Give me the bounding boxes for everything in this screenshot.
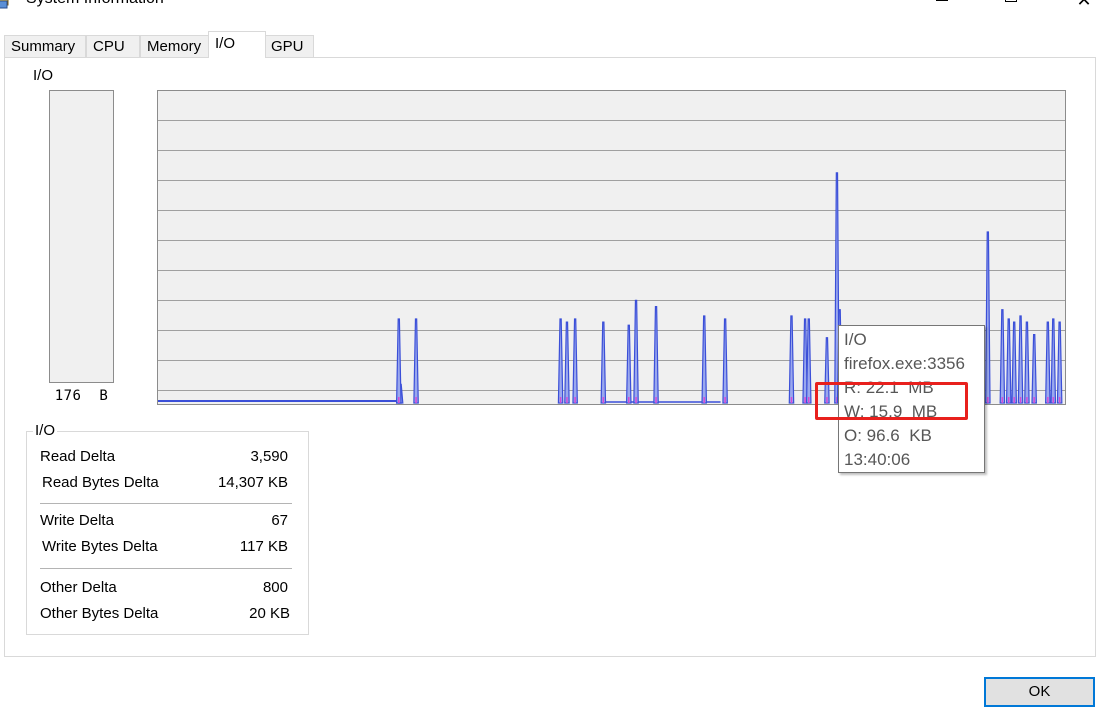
separator [40,568,292,569]
stat-label: Write Bytes Delta [42,538,158,555]
stat-label: Read Bytes Delta [42,474,159,491]
minimize-button[interactable] [930,0,954,14]
io-stats-group-label: I/O [33,422,58,439]
ok-button[interactable]: OK [984,677,1095,707]
window-title: System Information [26,0,164,8]
stat-value: 14,307 KB [217,474,288,491]
io-meter-label: I/O [33,67,54,84]
tooltip-process: firefox.exe:3356 [844,354,965,373]
stat-label: Other Delta [40,579,117,596]
stat-value: 67 [271,512,288,529]
stat-label: Read Delta [40,448,116,465]
tooltip-title: I/O [844,330,867,349]
tab-gpu[interactable]: GPU [264,35,314,57]
stat-value: 800 [262,579,288,596]
maximize-button[interactable] [1000,0,1024,14]
stat-value: 3,590 [250,448,288,465]
io-meter [49,90,114,383]
io-meter-value: 176 B [54,388,109,404]
tab-summary[interactable]: Summary [4,35,86,57]
io-stats-group [26,431,309,635]
tab-io[interactable]: I/O [208,31,266,58]
tooltip-time: 13:40:06 [844,450,911,469]
app-icon [0,0,9,9]
tooltip-other: O: 96.6 KB [844,426,932,445]
stat-label: Other Bytes Delta [40,605,159,622]
separator [40,503,292,504]
stat-label: Write Delta [40,512,114,529]
stat-value: 20 KB [249,605,290,622]
annotation-highlight-box [815,382,968,420]
graph-tooltip: I/O firefox.exe:3356 R: 22.1 MB W: 15.9 … [838,325,985,473]
graph-series [158,172,1063,404]
tooltip-write: W: 15.9 MB [844,402,938,421]
title-bar: System Information ✕ [0,0,1114,22]
tab-memory[interactable]: Memory [140,35,210,57]
tab-cpu[interactable]: CPU [86,35,140,57]
stat-value: 117 KB [239,538,288,555]
close-button[interactable]: ✕ [1076,0,1092,10]
